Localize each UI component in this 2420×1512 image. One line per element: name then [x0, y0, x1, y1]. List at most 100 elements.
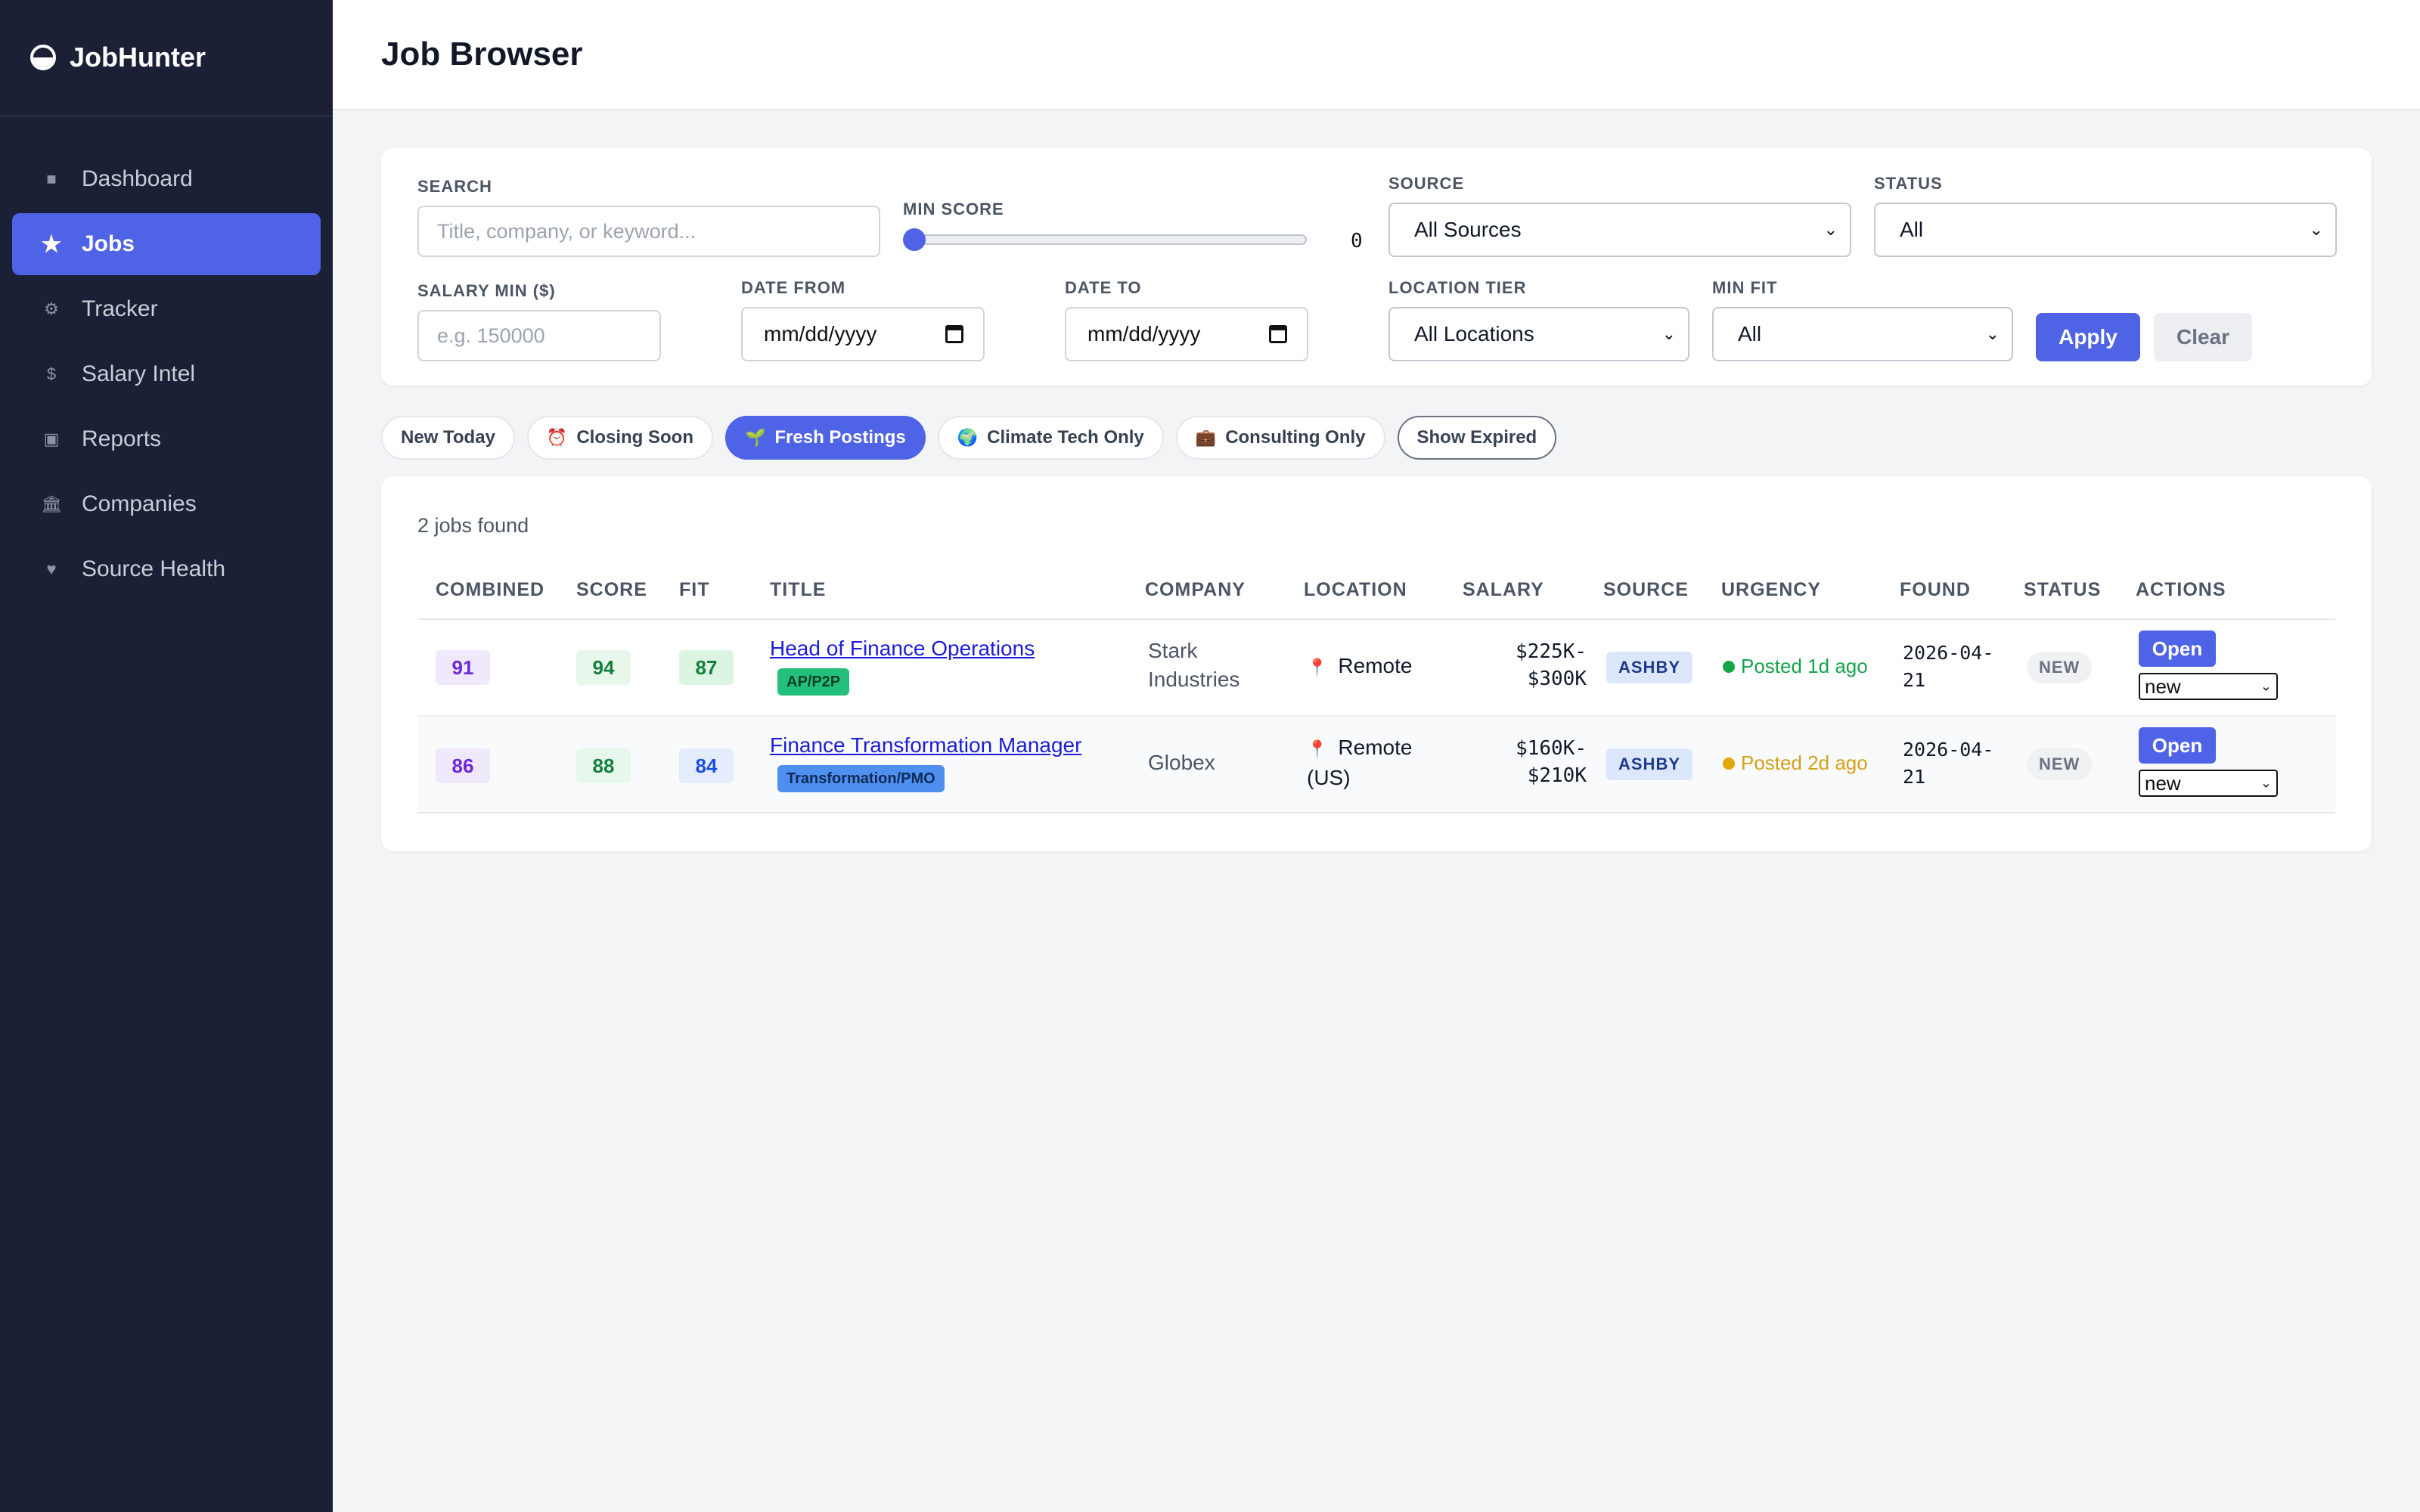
chip-climate-tech-only[interactable]: 🌍 Climate Tech Only [937, 416, 1164, 460]
date-from-input[interactable]: mm/dd/yyyy [741, 307, 985, 361]
row-divider [417, 812, 2335, 813]
urgency-text: Posted 2d ago [1741, 751, 1868, 774]
sidebar-item-tracker[interactable]: ⚙ Tracker [12, 278, 321, 340]
chip-label: Closing Soon [576, 427, 693, 448]
min-fit-select[interactable]: All ⌄ [1712, 307, 2013, 361]
location-text-line2: (US) [1307, 766, 1351, 789]
table-row[interactable]: 91 94 87 Head of Finance Operations AP/P… [417, 620, 2335, 715]
chip-label: Climate Tech Only [987, 427, 1144, 448]
salary-line: $160K- [1516, 737, 1587, 760]
found-date: 2026-04- 21 [1903, 640, 1993, 694]
salary-line: $210K [1527, 764, 1587, 787]
app-name: JobHunter [70, 42, 206, 73]
chevron-down-icon: ⌄ [1985, 324, 2000, 343]
salary-line: $300K [1527, 668, 1587, 690]
status-label: STATUS [1874, 174, 1943, 193]
location-text: Remote [1338, 736, 1413, 759]
source-select-value: All Sources [1414, 218, 1522, 241]
sidebar-item-salary-intel[interactable]: $ Salary Intel [12, 343, 321, 405]
found-line: 2026-04- [1903, 642, 1994, 664]
location-tier-label: LOCATION TIER [1388, 278, 1527, 297]
score-badge: 88 [576, 748, 631, 783]
source-select[interactable]: All Sources ⌄ [1388, 203, 1851, 257]
source-label: SOURCE [1388, 174, 1465, 193]
salary-range: $225K- $300K [1499, 638, 1587, 692]
sidebar-item-dashboard[interactable]: ■ Dashboard [12, 148, 321, 210]
salary-range: $160K- $210K [1499, 735, 1587, 789]
fit-badge: 87 [679, 650, 734, 685]
min-score-slider-thumb[interactable] [903, 228, 926, 251]
filter-panel: SEARCH Title, company, or keyword... MIN… [381, 148, 2372, 386]
sidebar-item-label: Tracker [82, 296, 158, 321]
salary-min-input[interactable]: e.g. 150000 [417, 310, 661, 361]
sidebar-item-label: Salary Intel [82, 361, 196, 386]
location-tier-select[interactable]: All Locations ⌄ [1388, 307, 1689, 361]
found-date: 2026-04- 21 [1903, 736, 1993, 791]
sidebar-item-source-health[interactable]: ♥ Source Health [12, 538, 321, 600]
row-status-select[interactable]: new ⌄ [2139, 673, 2278, 700]
location: 📍 Remote [1307, 652, 1412, 682]
table-row[interactable]: 86 88 84 Finance Transformation Manager … [417, 717, 2335, 812]
column-header-location[interactable]: LOCATION [1304, 579, 1407, 600]
sidebar-item-jobs[interactable]: ★ Jobs [12, 213, 321, 275]
chip-consulting-only[interactable]: 💼 Consulting Only [1175, 416, 1385, 460]
sidebar-item-reports[interactable]: ▣ Reports [12, 408, 321, 470]
source-badge: ASHBY [1606, 652, 1693, 683]
logo-icon [30, 45, 56, 70]
alarm-clock-icon: ⏰ [546, 428, 568, 447]
quick-filters: New Today ⏰ Closing Soon 🌱 Fresh Posting… [381, 416, 1557, 460]
chevron-down-icon: ⌄ [2260, 678, 2272, 694]
row-status-value: new [2145, 771, 2181, 795]
chip-label: Consulting Only [1225, 427, 1366, 448]
column-header-fit[interactable]: FIT [679, 579, 710, 600]
min-score-slider[interactable] [904, 234, 1307, 245]
status-select[interactable]: All ⌄ [1874, 203, 2337, 257]
search-label: SEARCH [417, 177, 492, 196]
chip-new-today[interactable]: New Today [381, 416, 515, 460]
chevron-down-icon: ⌄ [2260, 775, 2272, 791]
urgency-text: Posted 1d ago [1741, 655, 1868, 677]
found-line: 21 [1903, 766, 1926, 788]
salary-min-label: SALARY MIN ($) [417, 281, 556, 300]
company-name: Stark Industries [1148, 637, 1239, 694]
fit-badge: 84 [679, 748, 734, 783]
sidebar: JobHunter ■ Dashboard ★ Jobs ⚙ Tracker $… [0, 0, 333, 1512]
row-status-select[interactable]: new ⌄ [2139, 770, 2278, 797]
column-header-found[interactable]: FOUND [1900, 579, 1971, 600]
sidebar-item-label: Companies [82, 491, 197, 516]
chip-fresh-postings[interactable]: 🌱 Fresh Postings [724, 416, 926, 460]
column-header-urgency[interactable]: URGENCY [1721, 579, 1822, 600]
column-header-title[interactable]: TITLE [770, 579, 827, 600]
job-title-link[interactable]: Head of Finance Operations [770, 637, 1035, 660]
seedling-icon: 🌱 [744, 428, 766, 447]
open-button[interactable]: Open [2139, 727, 2216, 764]
brand[interactable]: JobHunter [0, 0, 333, 116]
column-header-combined[interactable]: COMBINED [436, 579, 545, 600]
status-badge: NEW [2027, 748, 2093, 780]
chip-closing-soon[interactable]: ⏰ Closing Soon [526, 416, 713, 460]
building-icon: 🏛 [41, 494, 62, 513]
open-button[interactable]: Open [2139, 631, 2216, 667]
sidebar-item-companies[interactable]: 🏛 Companies [12, 473, 321, 535]
sidebar-item-label: Dashboard [82, 166, 193, 191]
column-header-source[interactable]: SOURCE [1603, 579, 1689, 600]
job-title-link[interactable]: Finance Transformation Manager [770, 733, 1082, 757]
results-panel: 2 jobs found COMBINED SCORE FIT TITLE CO… [381, 476, 2372, 851]
search-input[interactable]: Title, company, or keyword... [417, 206, 880, 257]
row-status-value: new [2145, 674, 2181, 698]
column-header-salary[interactable]: SALARY [1463, 579, 1544, 600]
calendar-icon[interactable] [1269, 325, 1287, 343]
calendar-icon[interactable] [945, 325, 963, 343]
chip-show-expired[interactable]: Show Expired [1397, 416, 1557, 460]
score-badge: 94 [576, 650, 631, 685]
urgency-dot [1723, 757, 1735, 770]
company-line: Globex [1148, 751, 1215, 774]
chevron-down-icon: ⌄ [1661, 324, 1676, 343]
status-select-value: All [1900, 218, 1924, 241]
column-header-status[interactable]: STATUS [2024, 579, 2102, 600]
column-header-company[interactable]: COMPANY [1145, 579, 1246, 600]
date-to-input[interactable]: mm/dd/yyyy [1065, 307, 1308, 361]
column-header-score[interactable]: SCORE [576, 579, 647, 600]
apply-button[interactable]: Apply [2036, 313, 2140, 361]
clear-button[interactable]: Clear [2154, 313, 2252, 361]
